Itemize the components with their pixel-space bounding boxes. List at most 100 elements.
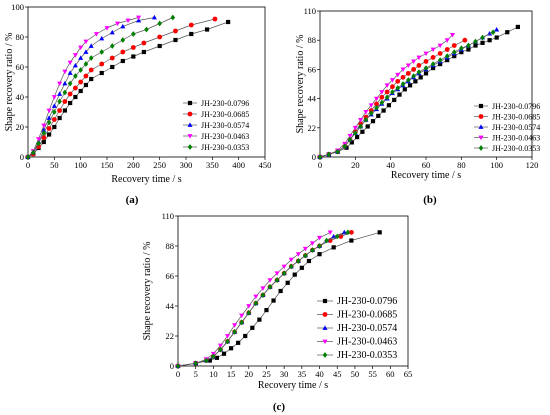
- data-point-b-3: [411, 59, 417, 65]
- data-point-a-1: [41, 135, 47, 140]
- data-point-b-3: [449, 33, 456, 38]
- legend-label-c: JH-230-0.0574: [337, 323, 397, 334]
- data-point-b-0: [365, 124, 370, 129]
- data-point-c-1: [348, 229, 354, 235]
- series-line-b-4: [319, 31, 494, 158]
- data-point-c-4: [334, 233, 340, 240]
- data-point-b-0: [445, 58, 450, 63]
- data-point-c-4: [225, 338, 230, 345]
- data-point-c-3: [288, 257, 294, 263]
- y-tick-label-a: 60: [16, 62, 25, 72]
- data-point-b-1: [423, 59, 429, 64]
- data-point-b-3: [347, 133, 353, 139]
- legend-marker-b: [478, 135, 484, 141]
- data-point-a-4: [25, 154, 31, 160]
- data-point-b-0: [423, 71, 429, 76]
- data-point-b-4: [317, 154, 323, 160]
- data-point-c-4: [253, 300, 259, 307]
- data-point-c-4: [317, 243, 322, 249]
- data-point-c-0: [271, 298, 276, 303]
- data-point-b-4: [326, 151, 332, 158]
- data-point-b-4: [384, 94, 390, 101]
- y-axis-label-b: Shape recovery ratio / %: [295, 35, 306, 134]
- data-point-a-0: [83, 82, 89, 88]
- data-point-c-0: [292, 272, 297, 277]
- data-point-a-0: [173, 37, 178, 43]
- data-point-c-3: [295, 252, 301, 257]
- x-tick-label-b: 60: [422, 160, 431, 170]
- data-point-c-3: [302, 246, 308, 252]
- data-point-a-2: [78, 55, 84, 60]
- x-tick-label-c: 15: [227, 369, 236, 379]
- data-point-a-4: [131, 31, 136, 37]
- plot-frame-c: [177, 215, 409, 367]
- data-point-c-0: [257, 317, 262, 322]
- data-point-a-3: [41, 123, 47, 129]
- data-point-b-4: [451, 49, 457, 55]
- data-point-b-0: [473, 43, 478, 48]
- data-point-b-3: [416, 55, 422, 61]
- y-tick-label-b: 110: [304, 6, 316, 16]
- x-tick-label-c: 30: [280, 369, 289, 379]
- data-point-a-3: [104, 26, 110, 31]
- data-point-a-4: [109, 43, 115, 49]
- data-point-b-0: [392, 97, 397, 103]
- legend-label-a: JH-230-0.0574: [201, 121, 249, 130]
- y-tick-label-c: 44: [166, 301, 175, 311]
- data-point-a-0: [110, 64, 115, 70]
- data-point-b-1: [462, 37, 468, 43]
- data-point-b-4: [358, 123, 363, 130]
- data-point-a-3: [136, 15, 142, 21]
- x-tick-label-c: 20: [245, 369, 254, 379]
- data-point-a-4: [46, 119, 52, 126]
- legend-label-b: JH-230-0.0463: [492, 134, 540, 143]
- data-point-b-0: [480, 40, 485, 45]
- legend-marker-a: [187, 134, 193, 139]
- data-point-a-4: [67, 80, 73, 87]
- data-point-b-4: [347, 136, 353, 143]
- data-point-a-3: [78, 45, 84, 51]
- y-tick-label-c: 88: [166, 241, 175, 251]
- data-point-a-4: [120, 37, 126, 43]
- x-tick-label-c: 0: [176, 369, 180, 379]
- data-point-a-0: [52, 124, 57, 130]
- legend-label-c: JH-230-0.0463: [337, 337, 397, 348]
- x-tick-label-b: 20: [351, 160, 360, 170]
- data-point-a-2: [72, 62, 78, 68]
- data-point-c-4: [211, 353, 216, 360]
- data-point-a-0: [131, 54, 136, 59]
- panel-c-chart: 0 5 10 15 20 25 30 35 40 45 50 55 60 65 0 22 44 66 88 110 Re…: [142, 211, 412, 413]
- data-point-c-0: [207, 358, 212, 363]
- data-point-c-3: [239, 313, 245, 319]
- x-tick-label-c: 55: [368, 369, 377, 379]
- data-point-b-0: [397, 92, 402, 97]
- data-point-a-4: [41, 130, 47, 136]
- data-point-a-1: [157, 34, 163, 40]
- data-point-c-4: [175, 363, 181, 369]
- legend-marker-b: [478, 114, 484, 119]
- x-axis-label-b: Recovery time / s: [391, 170, 461, 181]
- data-point-a-2: [136, 17, 142, 23]
- data-point-a-2: [67, 70, 73, 75]
- data-point-b-0: [370, 119, 376, 124]
- x-tick-label-a: 250: [153, 160, 166, 170]
- x-tick-label-a: 450: [259, 160, 272, 170]
- data-point-b-0: [386, 103, 391, 108]
- data-point-c-0: [243, 333, 248, 339]
- data-point-a-0: [99, 70, 104, 76]
- data-point-c-0: [377, 230, 382, 235]
- data-point-c-0: [264, 307, 269, 313]
- data-point-b-1: [384, 89, 390, 95]
- x-tick-label-a: 50: [50, 160, 59, 170]
- panel-a-chart: 0 50 100 150 200 250 300 350 400 450 0 20 40 60 80 100 R…: [4, 2, 271, 206]
- legend-marker-b: [478, 145, 484, 151]
- data-point-b-0: [413, 79, 418, 84]
- data-point-c-4: [310, 247, 315, 253]
- series-line-a-0: [27, 21, 229, 158]
- y-tick-label-b: 0: [312, 152, 316, 162]
- legend-marker-c: [322, 339, 328, 345]
- data-point-a-3: [115, 21, 121, 27]
- y-tick-label-c: 110: [162, 211, 174, 221]
- data-point-a-1: [109, 55, 115, 61]
- x-tick-label-c: 40: [315, 369, 324, 379]
